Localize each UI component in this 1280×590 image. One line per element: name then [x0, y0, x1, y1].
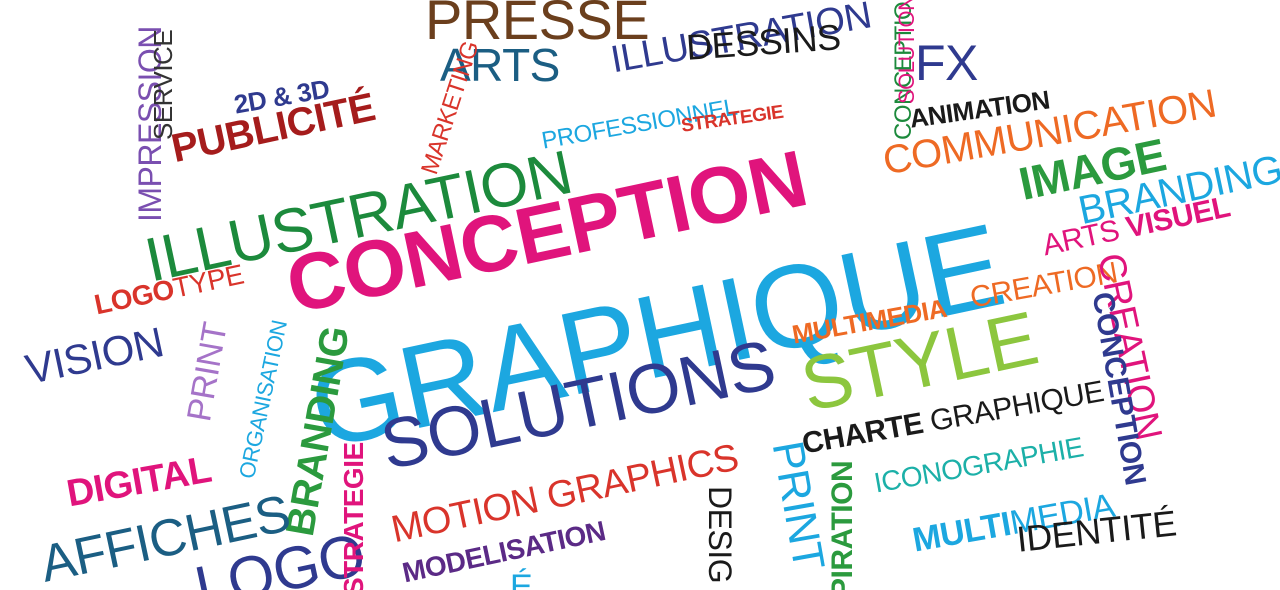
word-vision: VISION: [21, 318, 168, 394]
word-desig-vertical: DESIG: [702, 486, 738, 584]
word-piration-vertical: PIRATION: [826, 460, 859, 590]
word-strategie-vertical: STRATEGIE: [338, 442, 369, 590]
word-fx: FX: [915, 35, 978, 91]
word-print-vertical: PRINT: [762, 437, 834, 574]
word-logo-bold: LOGO: [91, 273, 177, 321]
word-arts-top: ARTS: [440, 39, 560, 91]
word-dessins: DESSINS: [684, 16, 842, 68]
word-service: SERVICE: [148, 29, 178, 140]
word-presse: PRESSE: [425, 0, 650, 51]
word-organisation: ORGANISATION: [234, 318, 292, 481]
word-multi: MULTI: [909, 504, 1014, 560]
word-e-fragment: É: [510, 568, 533, 590]
word-print-left: PRINT: [180, 319, 235, 425]
